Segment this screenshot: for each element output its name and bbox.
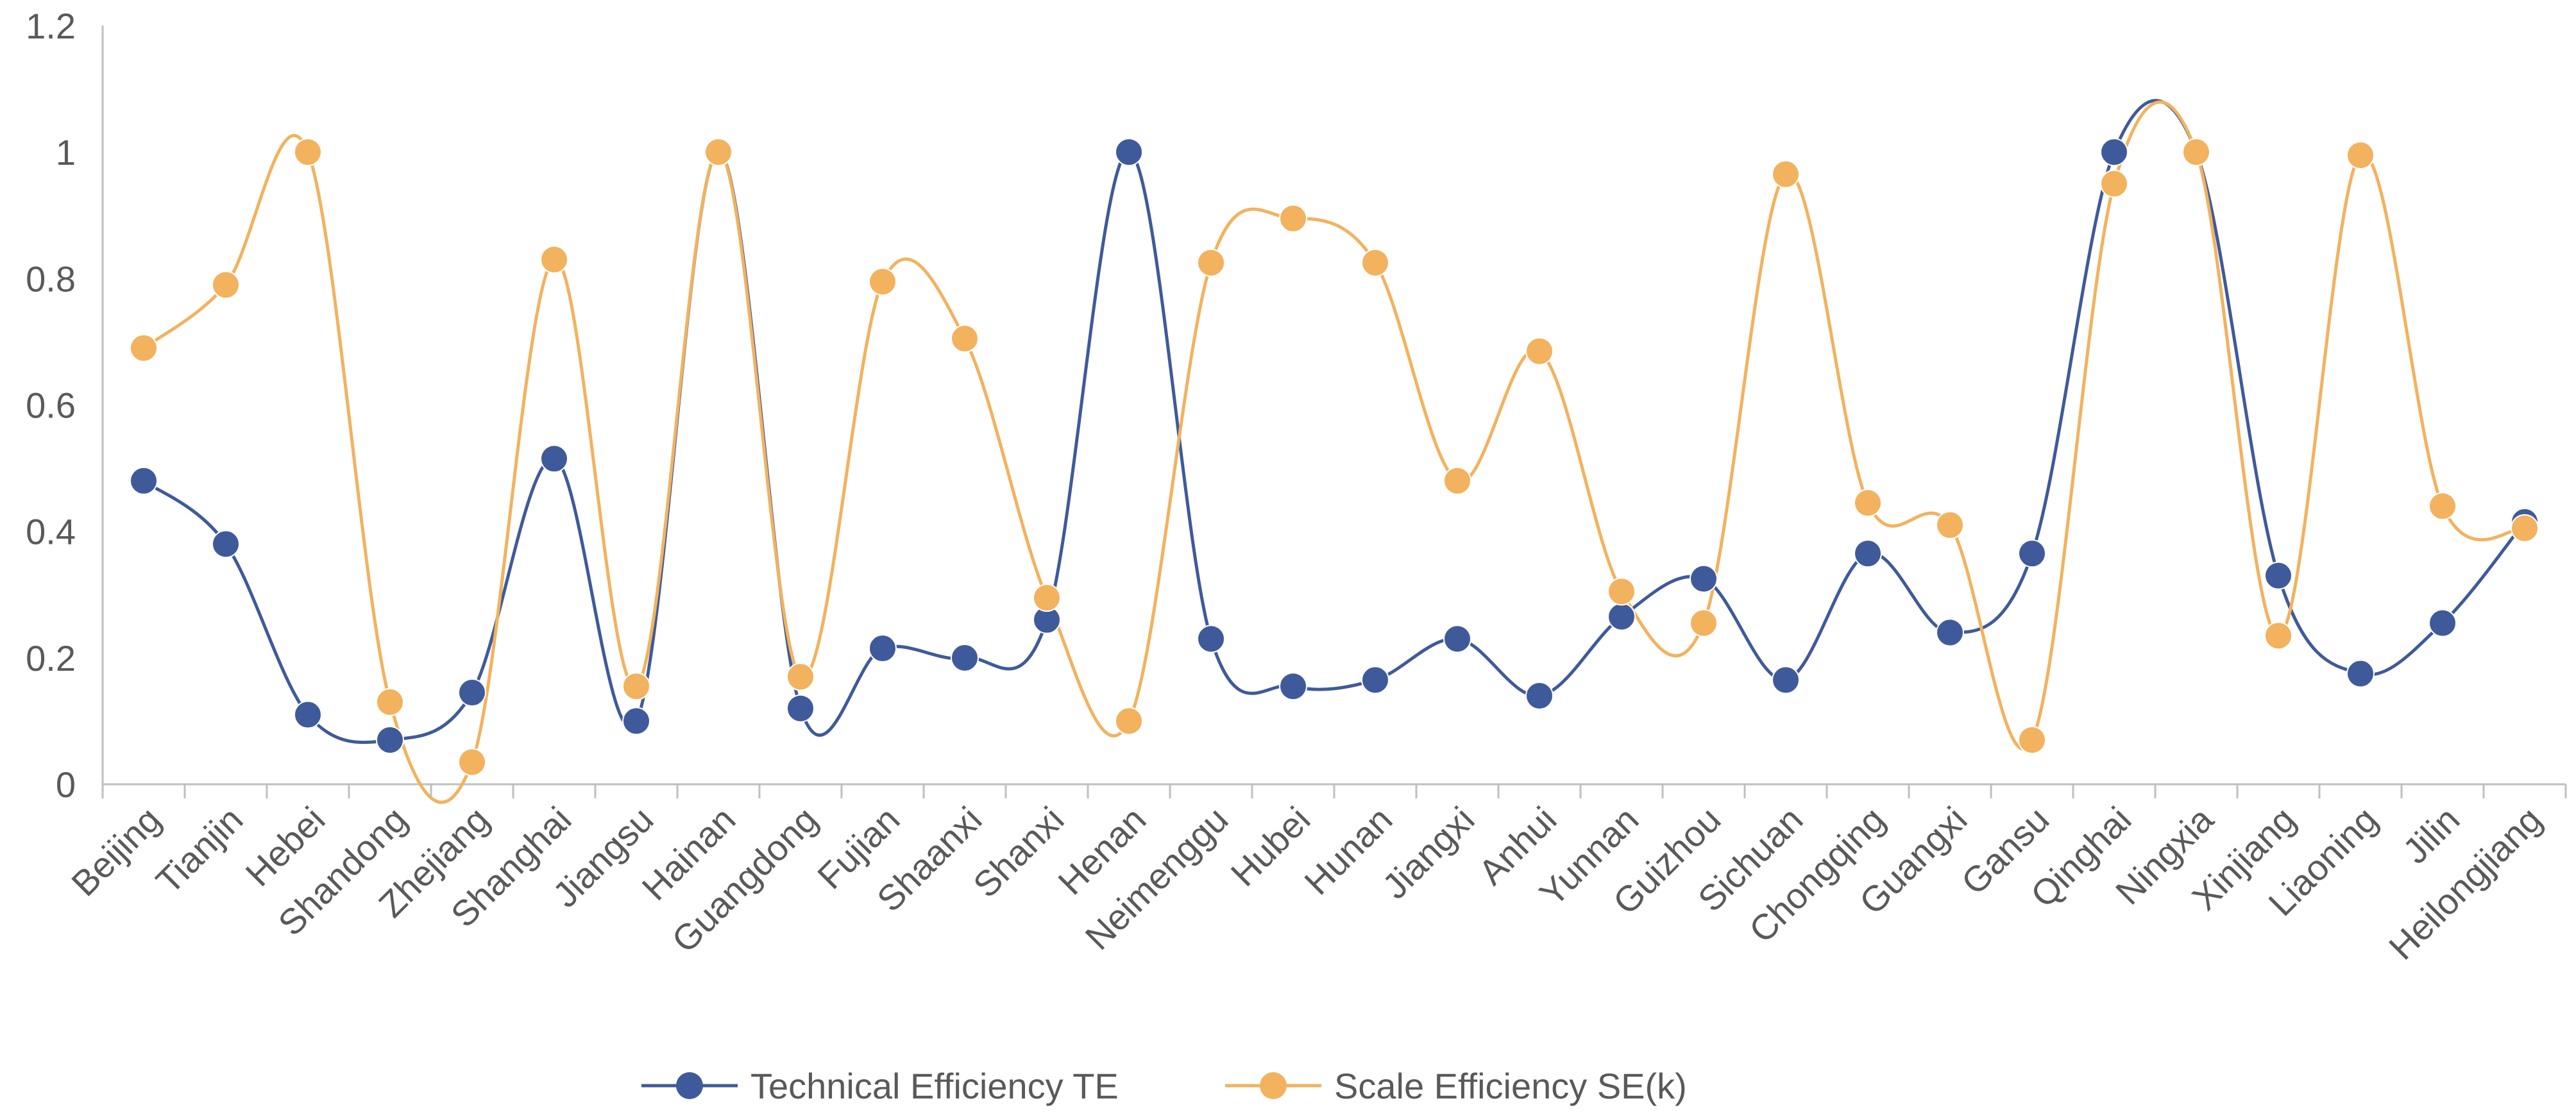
- data-point-jiangsu: [622, 707, 650, 736]
- data-point-guangxi: [1936, 510, 1964, 539]
- data-point-tianjin: [212, 271, 240, 299]
- y-tick-label: 0: [56, 764, 76, 805]
- data-point-beijing: [130, 466, 158, 495]
- data-point-shanghai: [540, 444, 568, 473]
- x-tick-label: Tianjin: [148, 799, 251, 902]
- data-point-sichuan: [1772, 160, 1800, 189]
- y-tick-label: 1.2: [26, 6, 76, 46]
- y-tick-label: 1: [56, 132, 76, 172]
- legend-label: Technical Efficiency TE: [750, 1066, 1119, 1106]
- x-tick-label: Heilongjiang: [2381, 799, 2549, 967]
- data-point-shaanxi: [951, 324, 979, 353]
- series-markers-1: [130, 138, 2539, 777]
- data-point-guangxi: [1936, 618, 1964, 647]
- data-point-hebei: [294, 138, 322, 167]
- data-point-guangdong: [786, 694, 815, 723]
- legend-marker: [1260, 1072, 1287, 1099]
- y-tick-label: 0.8: [26, 258, 76, 299]
- x-tick-label: Jilin: [2395, 799, 2468, 871]
- axes: [101, 26, 2567, 798]
- data-point-tianjin: [212, 530, 240, 559]
- y-tick-label: 0.4: [26, 512, 76, 552]
- data-point-liaoning: [2346, 141, 2375, 170]
- data-point-hainan: [704, 138, 733, 167]
- data-point-henan: [1115, 138, 1143, 167]
- data-point-jiangxi: [1443, 625, 1471, 653]
- data-point-neimenggu: [1197, 625, 1225, 653]
- legend-marker: [676, 1072, 703, 1099]
- data-point-henan: [1115, 707, 1143, 736]
- data-point-qinghai: [2100, 138, 2128, 167]
- legend-item-scale-efficiency: Scale Efficiency SE(k): [1225, 1066, 1687, 1106]
- data-point-qinghai: [2100, 169, 2128, 198]
- legend-label: Scale Efficiency SE(k): [1334, 1066, 1687, 1106]
- data-point-hunan: [1361, 666, 1389, 694]
- data-point-shandong: [376, 725, 404, 754]
- y-axis-ticks: 0 0.2 0.4 0.6 0.8 1 1.2: [26, 6, 76, 805]
- x-axis-labels: BeijingTianjinHebeiShandongZhejiangShang…: [64, 798, 2549, 967]
- data-point-jiangxi: [1443, 466, 1471, 495]
- series-line: [142, 100, 2525, 804]
- data-point-shandong: [376, 687, 404, 716]
- data-point-sichuan: [1772, 666, 1800, 694]
- data-point-fujian: [869, 267, 897, 296]
- data-point-heilongjiang: [2511, 514, 2539, 543]
- data-point-jiangsu: [622, 672, 650, 701]
- x-tick-label: Shanxi: [965, 799, 1072, 905]
- series-technical-efficiency: [142, 99, 2526, 745]
- series-line: [142, 99, 2526, 745]
- data-point-hubei: [1279, 672, 1307, 701]
- data-point-jilin: [2428, 609, 2457, 637]
- data-point-chongqing: [1854, 539, 1882, 568]
- data-point-chongqing: [1854, 489, 1882, 517]
- legend: Technical Efficiency TE Scale Efficiency …: [641, 1066, 1687, 1106]
- data-point-hebei: [294, 700, 322, 729]
- x-tick-label: Beijing: [64, 799, 168, 904]
- data-point-anhui: [1525, 337, 1554, 366]
- series-layer: [130, 99, 2539, 804]
- series-scale-efficiency: [142, 100, 2525, 804]
- data-point-fujian: [869, 634, 897, 663]
- data-point-yunnan: [1607, 577, 1636, 606]
- data-point-neimenggu: [1197, 248, 1225, 277]
- data-point-jilin: [2428, 492, 2457, 521]
- data-point-xinjiang: [2264, 621, 2292, 650]
- data-point-zhejiang: [458, 748, 486, 777]
- data-point-gansu: [2018, 725, 2046, 754]
- data-point-shaanxi: [951, 643, 979, 672]
- data-point-beijing: [130, 333, 158, 362]
- data-point-yunnan: [1607, 602, 1636, 631]
- data-point-guizhou: [1690, 609, 1718, 637]
- data-point-anhui: [1525, 681, 1554, 710]
- data-point-guangdong: [786, 662, 815, 691]
- legend-item-technical-efficiency: Technical Efficiency TE: [641, 1066, 1119, 1106]
- data-point-zhejiang: [458, 678, 486, 707]
- y-tick-label: 0.6: [26, 385, 76, 426]
- data-point-hunan: [1361, 248, 1389, 277]
- data-point-gansu: [2018, 539, 2046, 568]
- x-tick-label: Jiangxi: [1375, 799, 1482, 907]
- data-point-guizhou: [1690, 564, 1718, 593]
- data-point-shanghai: [540, 245, 568, 274]
- data-point-hubei: [1279, 204, 1307, 233]
- data-point-shanxi: [1033, 584, 1061, 612]
- data-point-liaoning: [2346, 659, 2375, 688]
- y-tick-label: 0.2: [26, 638, 76, 678]
- data-point-xinjiang: [2264, 561, 2292, 590]
- data-point-ningxia: [2182, 138, 2210, 167]
